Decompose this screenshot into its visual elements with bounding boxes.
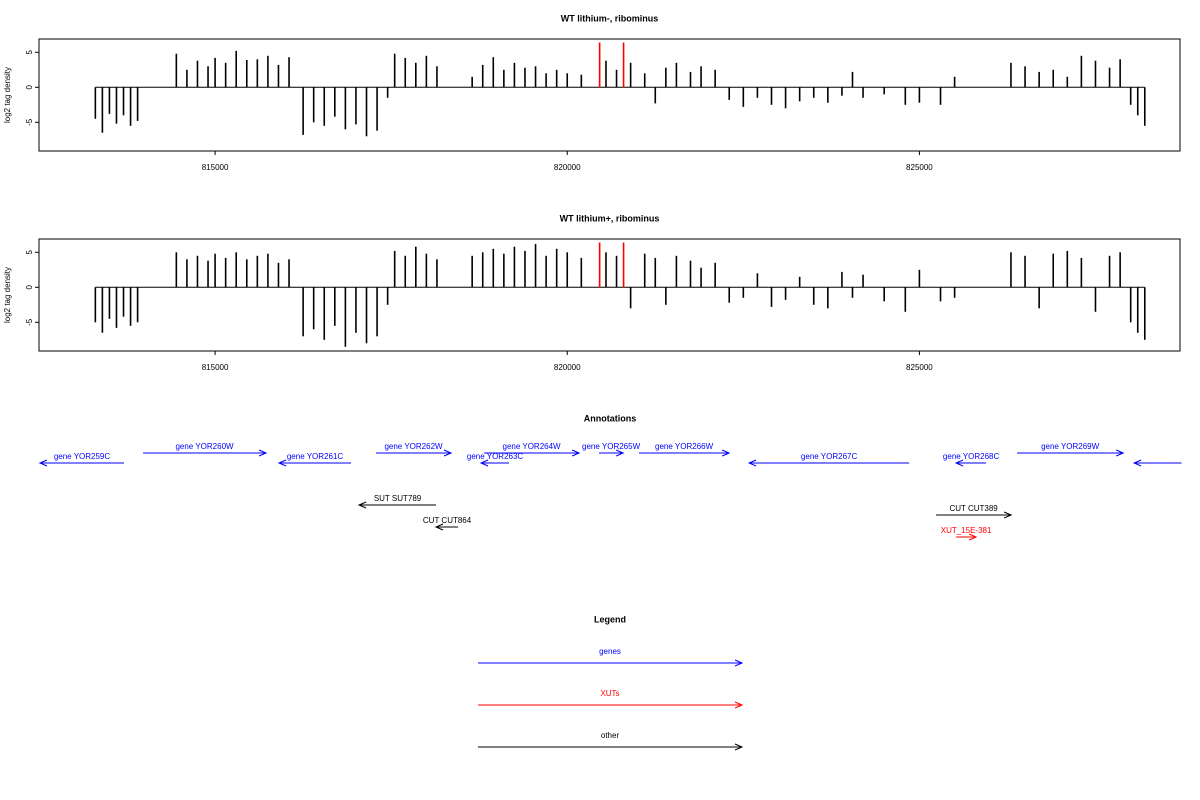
feature-arrow [1132,459,1182,467]
feature-arrow [143,449,268,457]
chart-title: WT lithium+, ribominus [560,213,660,223]
feature-label: gene YOR268C [943,452,1000,461]
x-tick-label: 820000 [554,363,581,372]
feature-label: gene YOR263C [467,452,524,461]
feature-arrow [936,511,1013,519]
feature-label: CUT CUT864 [423,516,472,525]
legend-arrow [478,659,744,667]
feature-arrow [954,459,987,467]
y-tick-label: 0 [25,85,34,90]
y-tick-label: 5 [25,50,34,55]
feature-arrow [639,449,731,457]
feature-label: gene YOR269W [1041,442,1100,451]
y-axis-label: log2 tag density [3,67,12,123]
y-axis-label: log2 tag density [3,267,12,323]
feature-label: gene YOR259C [54,452,111,461]
legend-arrow [478,701,744,709]
feature-label: CUT CUT389 [949,504,998,513]
feature-label: gene YOR267C [801,452,858,461]
feature-arrow [357,501,437,509]
feature-label: gene YOR262W [384,442,443,451]
x-tick-label: 820000 [554,163,581,172]
feature-arrow [747,459,910,467]
feature-label: SUT SUT789 [374,494,422,503]
feature-label: gene YOR264W [503,442,562,451]
legend-title: Legend [594,614,626,624]
feature-arrow [479,459,510,467]
feature-arrow [599,449,625,457]
feature-label: gene YOR261C [287,452,344,461]
feature-label: XUT_15E-381 [941,526,992,535]
y-tick-label: -5 [25,118,34,126]
feature-label: gene YOR265W [582,442,641,451]
plot-frame [38,238,1181,352]
plot-frame [38,38,1181,152]
x-tick-label: 825000 [906,163,933,172]
feature-label: gene YOR260W [175,442,234,451]
x-tick-label: 815000 [202,163,229,172]
feature-arrow [434,523,459,531]
chart-title: WT lithium-, ribominus [561,13,659,23]
y-tick-label: 5 [25,250,34,255]
y-tick-label: -5 [25,318,34,326]
feature-arrow [376,449,453,457]
feature-arrow [956,533,978,541]
x-tick-label: 825000 [906,363,933,372]
feature-arrow [484,449,581,457]
feature-label: gene YOR266W [655,442,714,451]
feature-arrow [38,459,125,467]
legend-label: other [601,731,620,740]
x-tick-label: 815000 [202,363,229,372]
feature-arrow [1017,449,1125,457]
legend-label: genes [599,647,621,656]
feature-arrow [277,459,352,467]
legend-label: XUTs [600,689,619,698]
legend-arrow [478,743,744,751]
y-tick-label: 0 [25,285,34,290]
annotations-title: Annotations [584,413,637,423]
